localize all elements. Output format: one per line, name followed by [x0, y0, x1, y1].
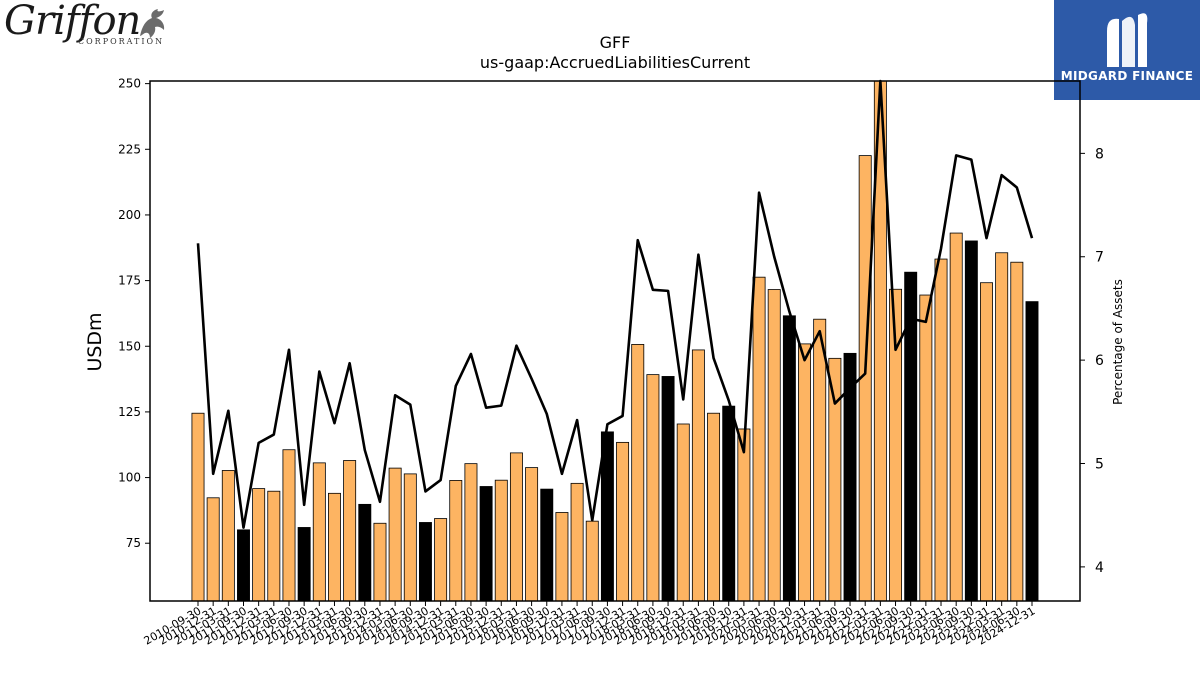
bar: [373, 522, 387, 602]
bar: [206, 497, 220, 602]
y2-tick-label: 8: [1095, 146, 1104, 162]
bar: [1010, 261, 1024, 602]
bar: [525, 467, 539, 602]
griffin-icon: [140, 9, 165, 38]
bar: [631, 344, 645, 602]
x-axis-ticks: 2010-09-302010-12-312011-03-312011-09-30…: [142, 601, 1038, 648]
bar: [980, 282, 993, 602]
y2-tick-label: 6: [1095, 353, 1104, 369]
y2-axis-label: Percentage of Assets: [1111, 279, 1125, 405]
y2-tick-label: 5: [1095, 457, 1104, 473]
bar: [919, 294, 933, 602]
bar: [464, 463, 478, 602]
bar: [267, 490, 281, 602]
bar: [661, 376, 675, 602]
bar: [737, 428, 751, 602]
y-tick-label: 125: [118, 405, 141, 419]
bar: [449, 480, 463, 602]
y-axis-ticks: 75 100 125 150 175 200 225 250: [118, 77, 150, 550]
griffon-logo-wordmark: Griffon: [4, 0, 141, 44]
bar: [691, 349, 705, 602]
bar: [676, 423, 690, 602]
bar: [707, 412, 721, 602]
bar: [782, 315, 796, 602]
bar: [995, 252, 1009, 602]
bar: [509, 452, 523, 602]
bar: [388, 467, 402, 602]
bar: [221, 470, 235, 602]
bar: [312, 462, 326, 602]
y-tick-label: 100: [118, 471, 141, 485]
y-axis-label: USDm: [84, 312, 106, 371]
bar: [403, 473, 417, 602]
y-tick-label: 75: [126, 536, 141, 550]
chart-subtitle: us-gaap:AccruedLiabilitiesCurrent: [480, 53, 750, 72]
bar: [479, 486, 493, 602]
bar: [297, 527, 311, 602]
bar: [237, 529, 250, 602]
bar: [616, 441, 630, 602]
y-tick-label: 250: [118, 77, 141, 91]
y-tick-label: 175: [118, 274, 141, 288]
bar: [1025, 301, 1039, 602]
bar: [555, 512, 569, 602]
bar: [949, 232, 963, 602]
percentage-line: [196, 79, 1034, 529]
bar: [418, 522, 432, 602]
griffon-logo: Griffon CORPORATION: [4, 0, 172, 48]
bar: [828, 357, 842, 602]
y-tick-label: 225: [118, 142, 141, 156]
bar: [434, 518, 448, 602]
midgard-mark-icon: [1107, 13, 1148, 67]
bar-series: [191, 80, 1039, 602]
bar: [570, 482, 584, 602]
bar: [934, 258, 948, 602]
bar: [540, 488, 554, 602]
midgard-finance-text: MIDGARD FINANCE: [1060, 69, 1194, 83]
bar: [358, 503, 372, 602]
griffon-logo-subtitle: CORPORATION: [78, 37, 165, 46]
bar: [252, 488, 266, 602]
bar: [813, 318, 827, 602]
bar: [585, 520, 599, 602]
bar: [282, 449, 296, 602]
chart-title: GFF: [600, 33, 631, 52]
y2-tick-label: 4: [1095, 560, 1104, 576]
bar: [343, 460, 357, 602]
y2-axis-ticks: 4 5 6 7 8: [1080, 146, 1104, 576]
bar: [798, 343, 812, 602]
midgard-finance-logo: MIDGARD FINANCE: [1054, 0, 1200, 100]
y2-tick-label: 7: [1095, 250, 1104, 266]
line-series: [196, 79, 1034, 529]
plot-frame: [149, 80, 1081, 602]
bar: [752, 276, 766, 602]
bar: [191, 412, 205, 602]
y-tick-label: 200: [118, 208, 141, 222]
bar: [722, 405, 736, 602]
bar: [646, 374, 660, 602]
bar: [964, 240, 978, 602]
bar: [843, 352, 857, 602]
bar: [328, 492, 341, 602]
bar: [494, 479, 508, 602]
bar: [767, 289, 781, 602]
y-tick-label: 150: [118, 339, 141, 353]
